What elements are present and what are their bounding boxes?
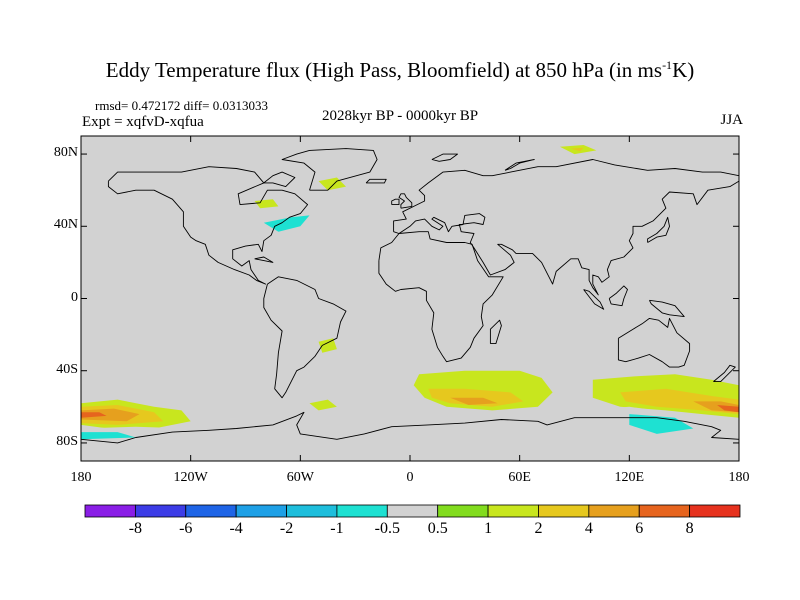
coastline-new-guinea [649,299,685,318]
coastline-africa [378,231,504,363]
contour-region-9 [570,147,584,152]
contour-region-23 [336,406,383,422]
contour-region-0 [81,210,155,227]
colorbar-swatch-3 [235,504,287,518]
coastline-baffin [263,171,296,188]
colorbar-label-8: 2 [534,520,543,537]
title-superscript: -1 [662,58,673,72]
lat-label-2: 0 [71,289,78,305]
contour-region-17 [81,408,140,422]
axis-ticks [80,136,740,461]
contour-region-22 [309,399,337,411]
colorbar-swatch-8 [487,504,539,518]
coastline-novaya-zemlya [504,159,535,171]
contour-region-14 [382,352,405,364]
stats-label: rmsd= 0.472172 diff= 0.0313033 [95,98,268,113]
colorbar-label-3: -2 [279,520,294,537]
period-label: 2028kyr BP - 0000kyr BP [321,108,479,124]
coastline-north-america [107,166,309,285]
colorbar-swatch-2 [185,504,237,518]
colorbar-swatch-7 [437,504,489,518]
coastline-eurasia [393,159,739,296]
colorbar-swatch-9 [538,504,590,518]
colorbar-label-2: -4 [229,520,243,537]
colorbar-swatch-4 [286,504,338,518]
coastline-cuba [254,256,274,263]
coastline-sumatra [583,289,605,310]
contour-region-11 [592,208,639,223]
coastline-greenland [281,148,378,191]
contour-region-27 [400,406,447,422]
coastline-ireland [391,198,400,206]
lon-label-1: 120W [173,470,208,485]
lon-label-6: 180 [728,470,750,485]
colorbar-label-9: 4 [584,520,593,537]
colorbar-label-6: 0.5 [427,520,448,537]
contour-region-31 [717,405,739,413]
contour-region-13 [318,338,337,353]
coastline-uk [398,193,413,209]
colorbar-swatch-10 [588,504,640,518]
contour-region-12 [638,204,739,236]
coastline-borneo [608,285,628,307]
lon-label-5: 120E [614,470,645,485]
contour-region-20 [81,432,136,440]
colorbar-label-5: -0.5 [374,520,400,537]
coastline-antarctica [81,411,739,444]
contour-region-4 [208,175,237,187]
contour-region-26 [450,397,498,405]
coastline-south-america [263,276,347,399]
colorbar-swatch-11 [638,504,691,518]
coastline-iceland [365,178,387,184]
coastline-new-zealand [713,364,736,383]
colorbar [84,504,741,518]
colorbar-swatch-5 [336,504,388,518]
colorbar-swatch-1 [134,504,187,518]
contour-region-3 [336,253,378,266]
season-label: JJA [720,112,743,128]
lat-label-0: 80N [53,145,78,161]
coastline-japan [647,216,670,243]
contour-region-7 [388,173,416,183]
lat-label-4: 80S [56,433,78,449]
contour-region-33 [629,414,694,434]
lon-label-2: 60W [286,470,314,485]
contour-region-2 [263,215,310,232]
contour-layer [81,145,739,443]
lat-label-1: 40N [53,217,78,233]
colorbar-swatch-6 [386,504,439,518]
lat-label-3: 40S [56,361,78,377]
colorbar-label-10: 6 [635,520,644,537]
colorbar-label-4: -1 [330,520,344,537]
colorbar-label-7: 1 [484,520,493,537]
coastline-madagascar [489,319,502,345]
contour-region-10 [519,211,542,220]
experiment-label: Expt = xqfvD-xqfua [82,114,204,130]
lon-label-0: 180 [70,470,92,485]
colorbar-swatch-12 [689,504,741,518]
coastlines [81,148,739,444]
contour-region-21 [245,428,283,440]
coastline-svalbard [431,153,458,162]
coastline-australia [617,317,691,368]
contour-region-18 [81,412,107,418]
lon-label-4: 60E [508,470,531,485]
colorbar-swatch-0 [84,504,136,518]
lon-label-3: 0 [406,470,414,485]
contour-region-34 [724,421,739,436]
chart-title: Eddy Temperature flux (High Pass, Bloomf… [105,58,695,82]
colorbar-label-0: -8 [128,520,143,537]
colorbar-label-1: -6 [179,520,193,537]
colorbar-label-11: 8 [685,520,694,537]
